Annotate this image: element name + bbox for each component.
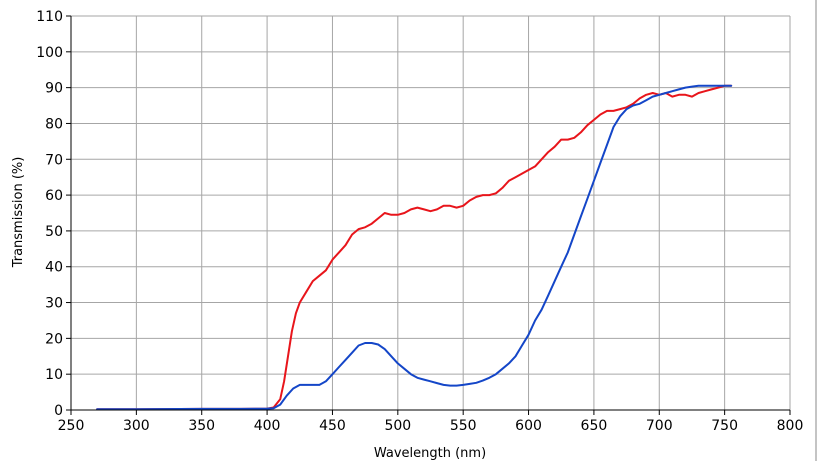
- x-tick-label: 600: [515, 418, 542, 434]
- y-tick-label: 60: [45, 188, 63, 204]
- y-tick-label: 40: [45, 260, 63, 276]
- y-tick-label: 10: [45, 367, 63, 383]
- x-tick-label: 350: [188, 418, 215, 434]
- y-tick-label: 0: [54, 403, 63, 419]
- y-tick-label: 100: [36, 45, 63, 61]
- x-tick-label: 750: [711, 418, 738, 434]
- x-tick-label: 300: [123, 418, 150, 434]
- x-tick-label: 450: [319, 418, 346, 434]
- x-axis-title: Wavelength (nm): [374, 446, 486, 461]
- y-axis-title: Transmission (%): [11, 157, 26, 269]
- grid-layer: [71, 15, 791, 410]
- y-tick-label: 20: [45, 331, 63, 347]
- x-tick-label: 550: [450, 418, 477, 434]
- series-layer: [96, 84, 733, 411]
- y-tick-label: 80: [45, 116, 63, 132]
- series-line-1: [96, 84, 733, 411]
- tick-label-layer: 250 300 350 400 450 500 550 600 650 700 750 800 0 10 2…: [36, 9, 803, 434]
- plot-background: [71, 16, 790, 410]
- y-tick-label: 90: [45, 81, 63, 97]
- y-tick-label: 50: [45, 224, 63, 240]
- y-tick-label: 70: [45, 152, 63, 168]
- y-tick-label: 30: [45, 296, 63, 312]
- x-tick-label: 650: [581, 418, 608, 434]
- series-line-2: [96, 84, 733, 411]
- x-tick-label: 800: [777, 418, 804, 434]
- x-tick-label: 700: [646, 418, 673, 434]
- axes-layer: [66, 15, 791, 415]
- x-tick-label: 250: [58, 418, 85, 434]
- y-tick-label: 110: [36, 9, 63, 25]
- x-tick-label: 400: [254, 418, 281, 434]
- x-tick-label: 500: [384, 418, 411, 434]
